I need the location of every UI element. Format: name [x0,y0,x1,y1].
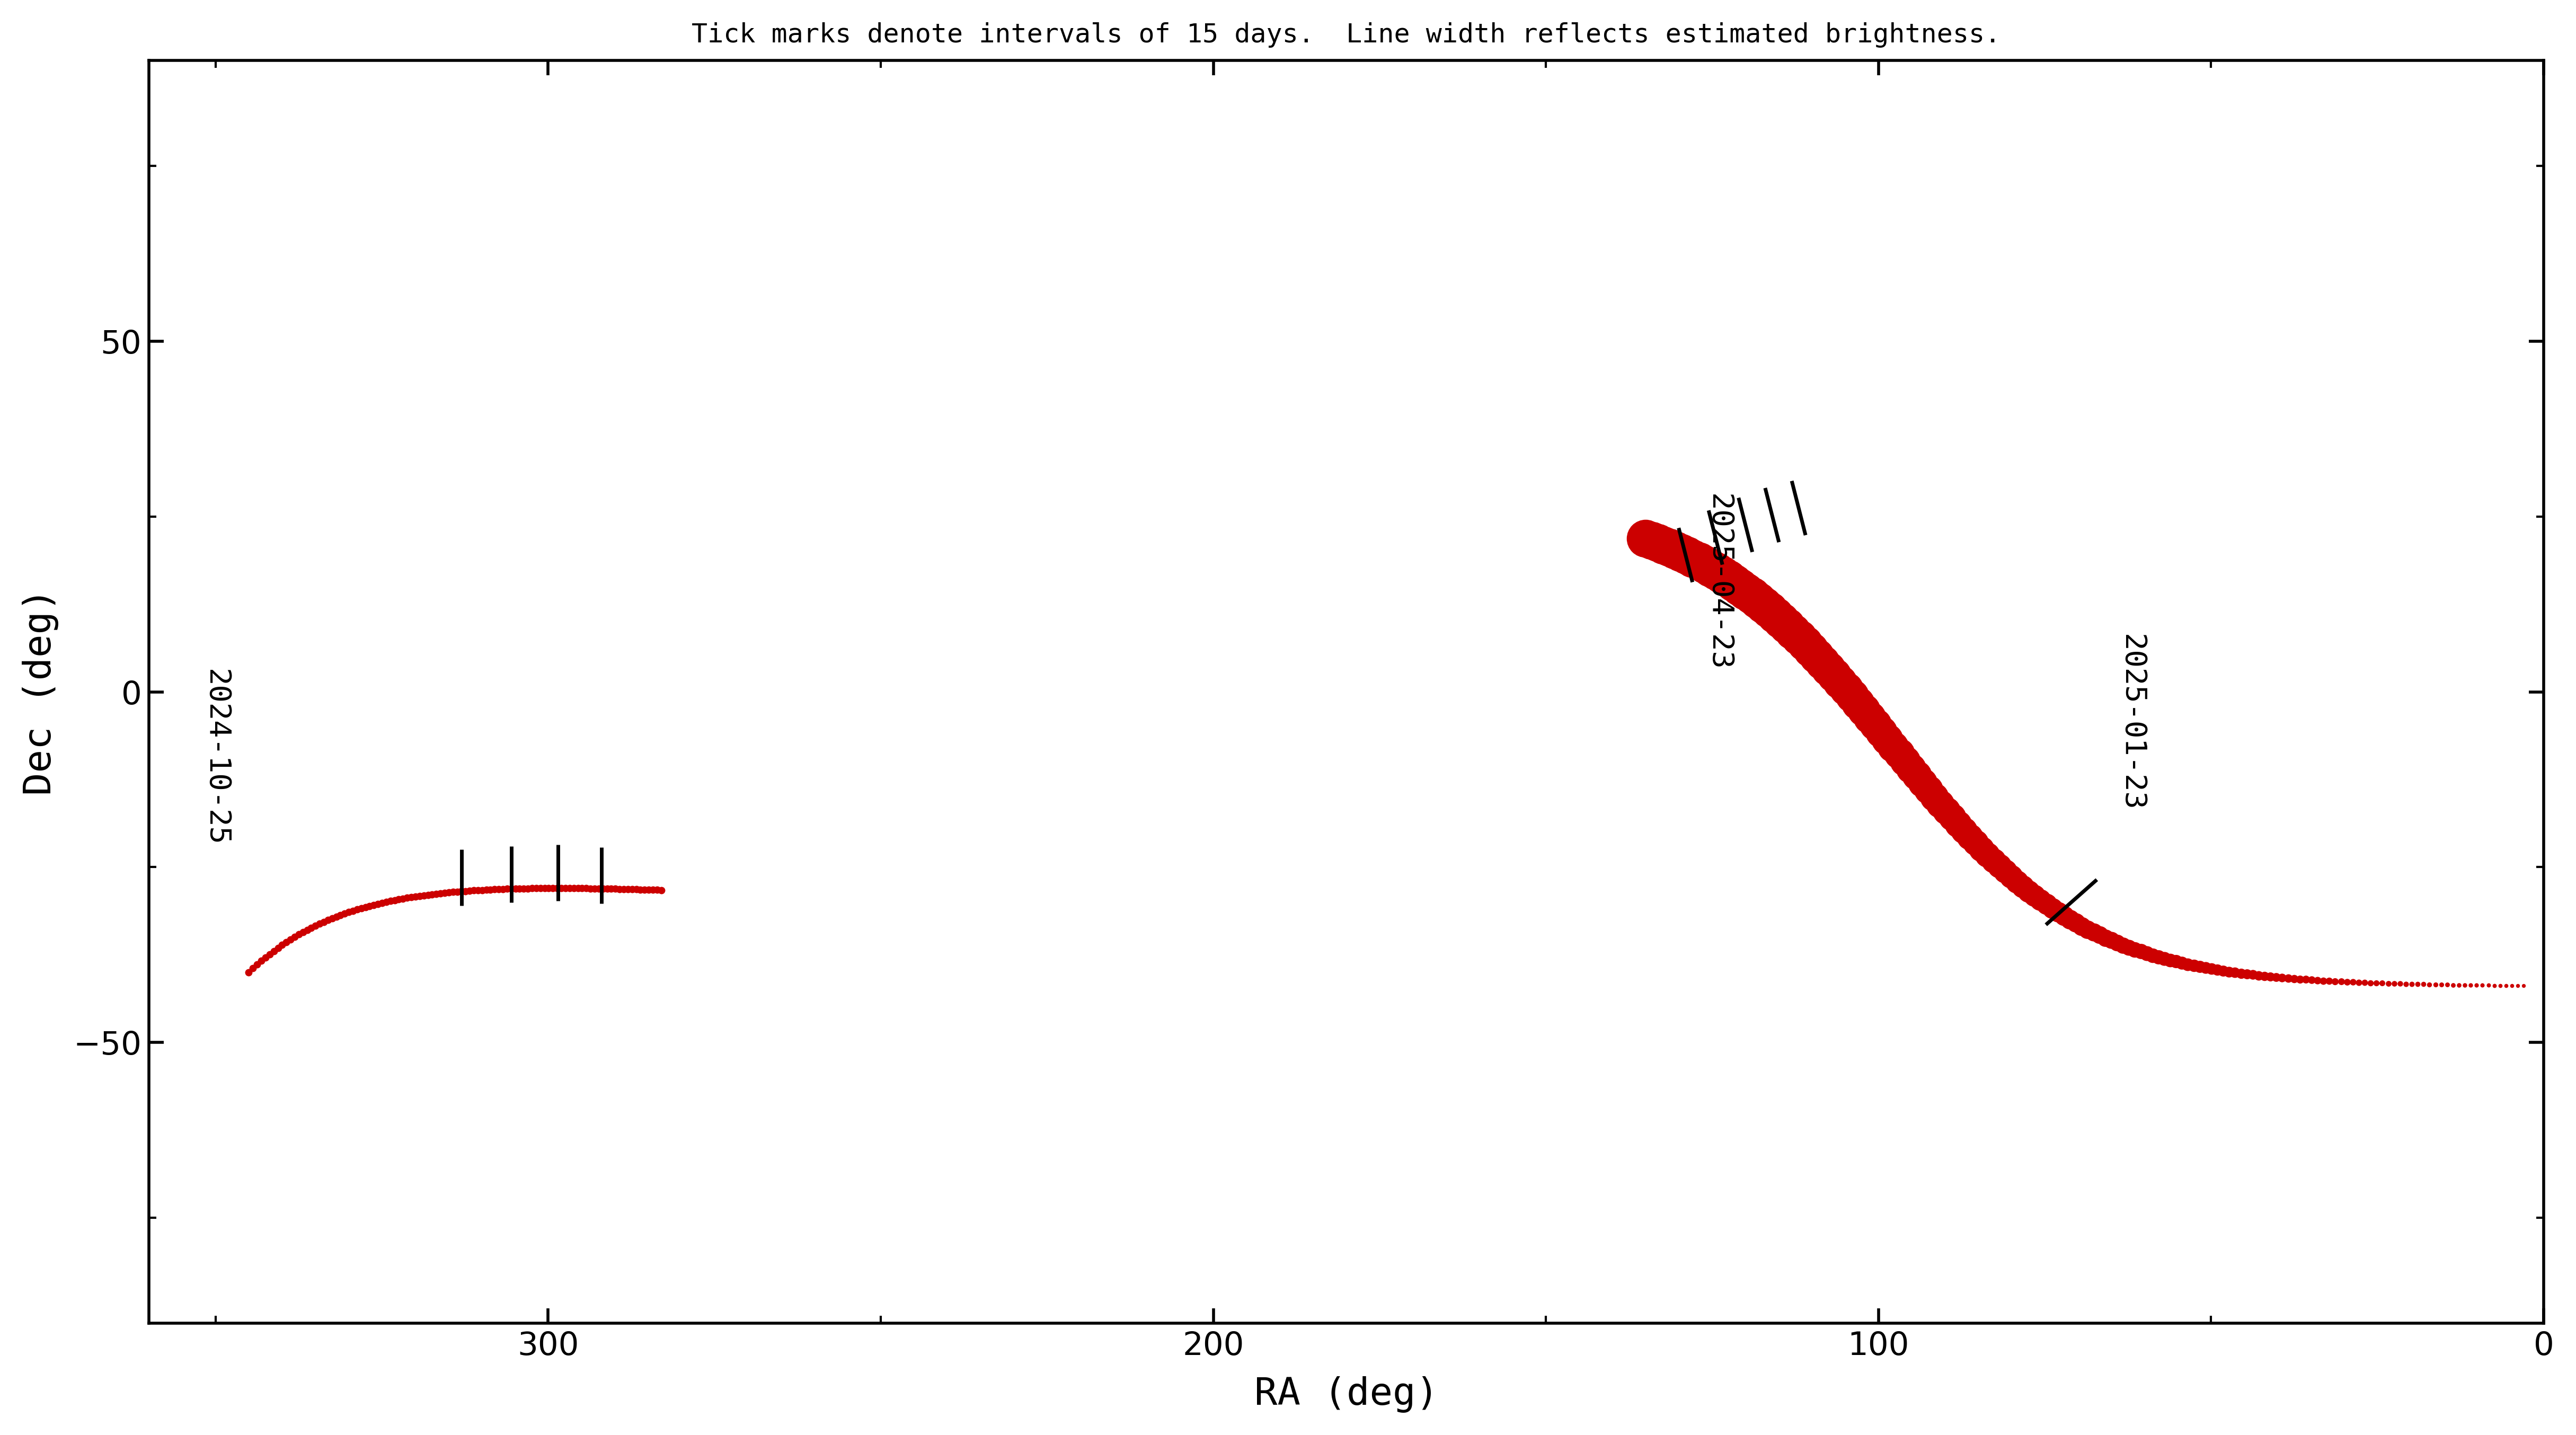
Title: Tick marks denote intervals of 15 days.  Line width reflects estimated brightnes: Tick marks denote intervals of 15 days. … [693,22,2002,47]
Text: 2024-10-25: 2024-10-25 [201,669,229,847]
Y-axis label: Dec (deg): Dec (deg) [23,588,59,795]
X-axis label: RA (deg): RA (deg) [1255,1376,1437,1413]
Text: 2025-04-23: 2025-04-23 [1705,494,1734,670]
Text: 2025-01-23: 2025-01-23 [2117,634,2146,811]
